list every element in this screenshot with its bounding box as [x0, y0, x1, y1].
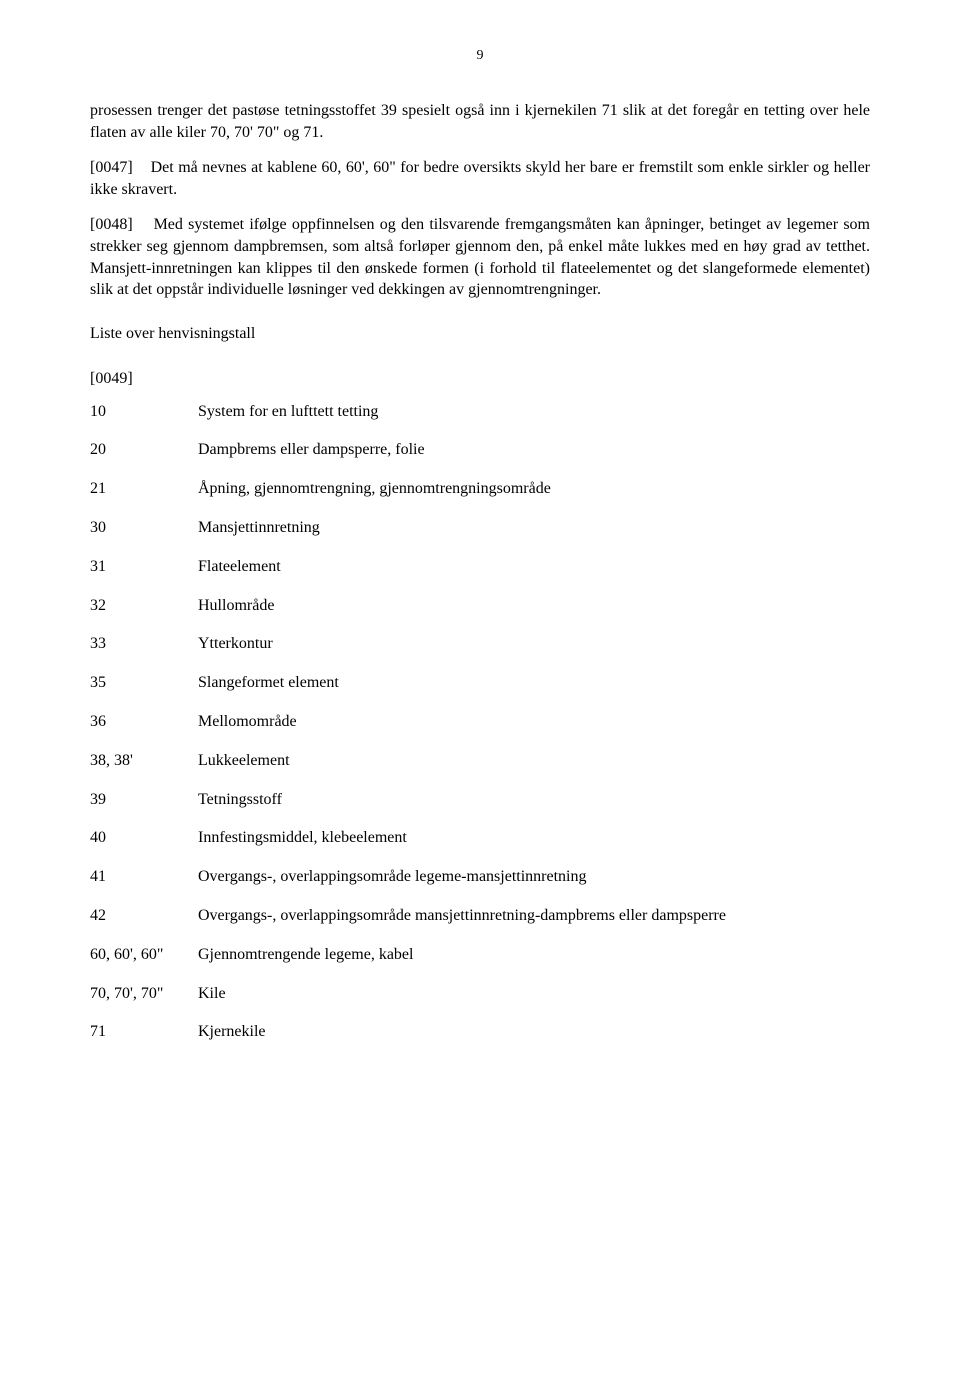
reference-description: Tetningsstoff [198, 778, 726, 817]
table-row: 21Åpning, gjennomtrengning, gjennomtreng… [90, 467, 726, 506]
reference-description: Hullområde [198, 584, 726, 623]
table-row: 40Innfestingsmiddel, klebeelement [90, 816, 726, 855]
reference-number: 30 [90, 506, 198, 545]
table-row: 60, 60', 60"Gjennomtrengende legeme, kab… [90, 933, 726, 972]
reference-number: 42 [90, 894, 198, 933]
reference-description: Overgangs-, overlappingsområde legeme-ma… [198, 855, 726, 894]
reference-number: 39 [90, 778, 198, 817]
paragraph-1: prosessen trenger det pastøse tetningsst… [90, 100, 870, 143]
reference-description: System for en lufttett tetting [198, 396, 726, 429]
reference-description: Dampbrems eller dampsperre, folie [198, 428, 726, 467]
page-container: 9 prosessen trenger det pastøse tetnings… [0, 0, 960, 1109]
reference-number: 40 [90, 816, 198, 855]
table-row: 41Overgangs-, overlappingsområde legeme-… [90, 855, 726, 894]
reference-description: Kile [198, 972, 726, 1011]
reference-number: 21 [90, 467, 198, 506]
table-row: [0049] [90, 363, 726, 396]
table-row: 33Ytterkontur [90, 622, 726, 661]
paragraph-3: [0048] Med systemet ifølge oppfinnelsen … [90, 214, 870, 300]
reference-number: 60, 60', 60" [90, 933, 198, 972]
reference-number: 10 [90, 396, 198, 429]
table-row: 42Overgangs-, overlappingsområde mansjet… [90, 894, 726, 933]
reference-number: 41 [90, 855, 198, 894]
reference-description: Mansjettinnretning [198, 506, 726, 545]
reference-number: 70, 70', 70" [90, 972, 198, 1011]
reference-description: Åpning, gjennomtrengning, gjennomtrengni… [198, 467, 726, 506]
paragraph-2: [0047] Det må nevnes at kablene 60, 60',… [90, 157, 870, 200]
reference-description: Overgangs-, overlappingsområde mansjetti… [198, 894, 726, 933]
reference-description: Innfestingsmiddel, klebeelement [198, 816, 726, 855]
reference-number: 32 [90, 584, 198, 623]
table-row: 39Tetningsstoff [90, 778, 726, 817]
reference-number: [0049] [90, 363, 198, 396]
table-row: 20Dampbrems eller dampsperre, folie [90, 428, 726, 467]
table-row: 35Slangeformet element [90, 661, 726, 700]
reference-description: Flateelement [198, 545, 726, 584]
reference-description: Kjernekile [198, 1010, 726, 1049]
table-row: 31Flateelement [90, 545, 726, 584]
table-row: 32Hullområde [90, 584, 726, 623]
reference-number: 33 [90, 622, 198, 661]
reference-number: 31 [90, 545, 198, 584]
reference-description [198, 363, 726, 396]
reference-description: Ytterkontur [198, 622, 726, 661]
reference-description: Slangeformet element [198, 661, 726, 700]
reference-number: 35 [90, 661, 198, 700]
table-row: 10System for en lufttett tetting [90, 396, 726, 429]
table-row: 71Kjernekile [90, 1010, 726, 1049]
table-row: 30Mansjettinnretning [90, 506, 726, 545]
reference-table: [0049]10System for en lufttett tetting20… [90, 363, 726, 1049]
reference-description: Lukkeelement [198, 739, 726, 778]
reference-description: Gjennomtrengende legeme, kabel [198, 933, 726, 972]
reference-description: Mellomområde [198, 700, 726, 739]
reference-number: 36 [90, 700, 198, 739]
reference-number: 71 [90, 1010, 198, 1049]
reference-number: 20 [90, 428, 198, 467]
table-row: 36Mellomområde [90, 700, 726, 739]
page-number: 9 [90, 48, 870, 64]
section-title: Liste over henvisningstall [90, 325, 870, 343]
table-row: 70, 70', 70"Kile [90, 972, 726, 1011]
reference-number: 38, 38' [90, 739, 198, 778]
table-row: 38, 38'Lukkeelement [90, 739, 726, 778]
